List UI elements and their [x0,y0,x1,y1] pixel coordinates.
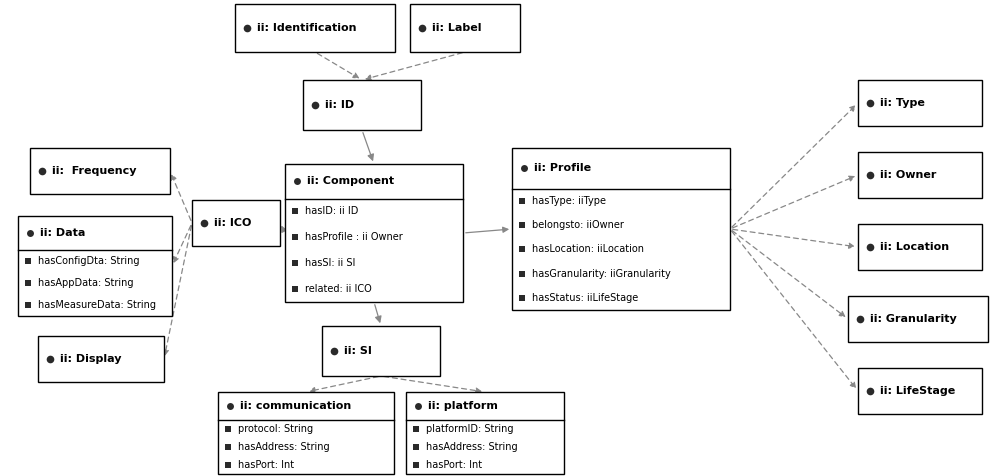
Bar [303,80,421,130]
Text: hasProfile : ii Owner: hasProfile : ii Owner [305,232,403,242]
Text: ii: Granularity: ii: Granularity [870,314,957,324]
Text: hasConfigDta: String: hasConfigDta: String [38,256,140,266]
Text: ii: Type: ii: Type [880,98,925,108]
Bar [235,4,395,52]
Text: protocol: String: protocol: String [238,424,313,434]
Text: ii: Label: ii: Label [432,23,482,33]
Text: ii: Location: ii: Location [880,242,949,252]
Text: ii: Identification: ii: Identification [257,23,356,33]
Text: hasStatus: iiLifeStage: hasStatus: iiLifeStage [532,293,638,303]
Text: hasMeasureData: String: hasMeasureData: String [38,300,156,310]
Text: ii: Component: ii: Component [307,176,394,186]
Text: ii: ID: ii: ID [325,100,354,110]
Bar [322,326,440,376]
Text: belongsto: iiOwner: belongsto: iiOwner [532,220,624,230]
Text: ii: ICO: ii: ICO [214,218,251,228]
Text: ii: Display: ii: Display [60,354,122,364]
Bar [858,152,982,198]
Text: ii: Profile: ii: Profile [534,163,591,173]
Text: hasPort: Int: hasPort: Int [238,460,294,470]
Bar [858,368,982,414]
Text: hasLocation: iiLocation: hasLocation: iiLocation [532,244,644,254]
Text: ii:  Frequency: ii: Frequency [52,166,136,176]
Bar [18,216,172,316]
Text: ii: Owner: ii: Owner [880,170,936,180]
Bar [858,224,982,270]
Text: hasAppData: String: hasAppData: String [38,278,134,288]
Bar [38,336,164,382]
Text: hasSI: ii SI: hasSI: ii SI [305,258,355,268]
Text: hasPort: Int: hasPort: Int [426,460,482,470]
Bar [848,296,988,342]
Text: ii: Data: ii: Data [40,228,85,238]
Bar [512,148,730,310]
Bar [30,148,170,194]
Text: ii: communication: ii: communication [240,401,351,411]
Bar [858,80,982,126]
Bar [285,164,463,302]
Text: ii: platform: ii: platform [428,401,498,411]
Bar [218,392,394,474]
Bar [192,200,280,246]
Text: hasType: iiType: hasType: iiType [532,196,606,206]
Text: hasAddress: String: hasAddress: String [426,442,518,452]
Text: ii: SI: ii: SI [344,346,372,356]
Text: platformID: String: platformID: String [426,424,514,434]
Text: ii: LifeStage: ii: LifeStage [880,386,955,396]
Text: hasAddress: String: hasAddress: String [238,442,330,452]
Bar [410,4,520,52]
Bar [406,392,564,474]
Text: related: ii ICO: related: ii ICO [305,284,372,294]
Text: hasGranularity: iiGranularity: hasGranularity: iiGranularity [532,268,671,278]
Text: hasID: ii ID: hasID: ii ID [305,207,358,217]
